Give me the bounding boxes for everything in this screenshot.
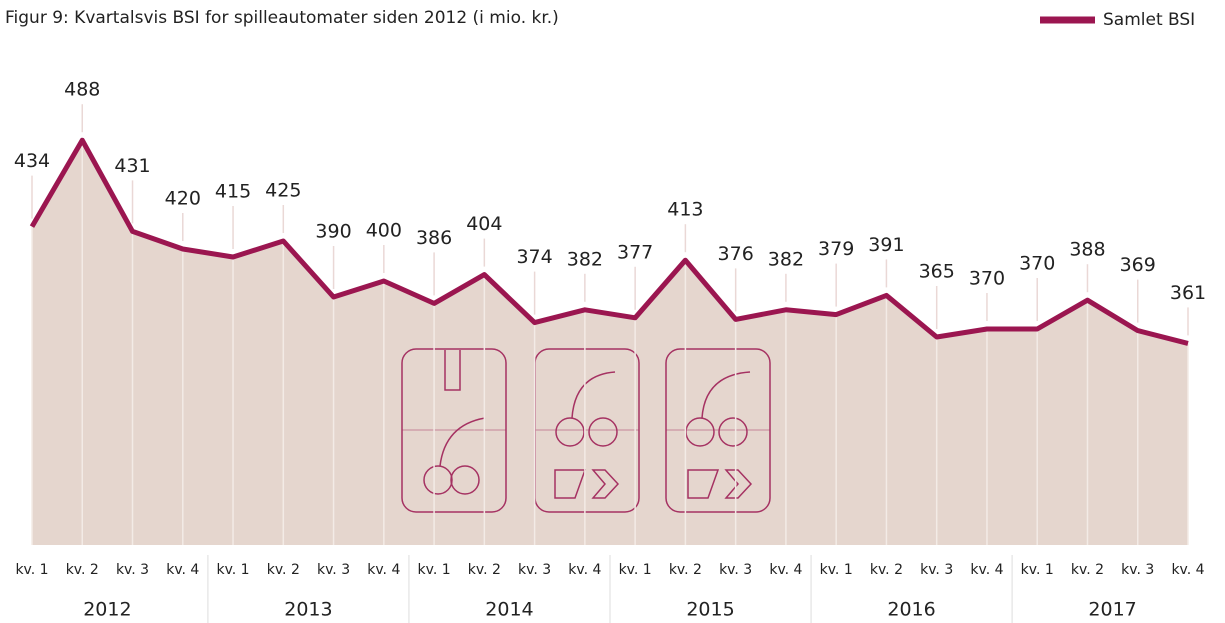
x-tick-label: kv. 1 <box>820 562 853 578</box>
x-tick-label: kv. 4 <box>1171 562 1204 578</box>
area <box>32 140 1188 545</box>
data-label: 388 <box>1069 239 1105 261</box>
data-label: 369 <box>1120 254 1156 276</box>
data-label: 425 <box>265 180 301 202</box>
data-label: 361 <box>1170 282 1206 304</box>
x-tick-label: kv. 1 <box>418 562 451 578</box>
x-tick-label: kv. 1 <box>1021 562 1054 578</box>
x-tick-label: kv. 4 <box>568 562 601 578</box>
chart-title: Figur 9: Kvartalsvis BSI for spilleautom… <box>5 8 559 28</box>
x-tick-label: kv. 2 <box>1071 562 1104 578</box>
data-label: 431 <box>114 155 150 177</box>
x-tick-label: kv. 1 <box>216 562 249 578</box>
data-label: 370 <box>969 268 1005 290</box>
data-label: 382 <box>567 248 603 270</box>
data-label: 386 <box>416 227 452 249</box>
x-tick-label: kv. 4 <box>769 562 802 578</box>
data-label: 370 <box>1019 253 1055 275</box>
data-label: 415 <box>215 181 251 203</box>
x-tick-label: kv. 1 <box>619 562 652 578</box>
data-label: 488 <box>64 79 100 101</box>
group-label: 2015 <box>686 599 734 621</box>
data-label: 365 <box>919 261 955 283</box>
x-tick-label: kv. 2 <box>468 562 501 578</box>
group-label: 2012 <box>83 599 131 621</box>
data-label: 377 <box>617 241 653 263</box>
x-tick-label: kv. 4 <box>367 562 400 578</box>
group-label: 2016 <box>887 599 935 621</box>
data-label: 400 <box>366 220 402 242</box>
x-tick-label: kv. 4 <box>970 562 1003 578</box>
x-tick-label: kv. 1 <box>15 562 48 578</box>
legend-label: Samlet BSI <box>1103 10 1195 30</box>
group-label: 2017 <box>1088 599 1136 621</box>
x-tick-label: kv. 3 <box>116 562 149 578</box>
data-label: 382 <box>768 248 804 270</box>
data-label: 413 <box>667 199 703 221</box>
x-tick-label: kv. 3 <box>719 562 752 578</box>
data-label: 376 <box>718 243 754 265</box>
group-label: 2013 <box>284 599 332 621</box>
line <box>29 137 1189 346</box>
data-label: 420 <box>165 188 201 210</box>
data-label: 391 <box>868 234 904 256</box>
data-label: 379 <box>818 238 854 260</box>
x-tick-label: kv. 3 <box>1121 562 1154 578</box>
group-label: 2014 <box>485 599 533 621</box>
x-tick-label: kv. 3 <box>920 562 953 578</box>
x-tick-label: kv. 3 <box>518 562 551 578</box>
x-tick-label: kv. 2 <box>66 562 99 578</box>
data-label: 434 <box>14 150 50 172</box>
data-label: 404 <box>466 213 502 235</box>
data-label: 374 <box>516 246 552 268</box>
data-label: 390 <box>315 221 351 243</box>
x-tick-label: kv. 2 <box>267 562 300 578</box>
x-tick-label: kv. 3 <box>317 562 350 578</box>
x-tick-label: kv. 2 <box>870 562 903 578</box>
x-tick-label: kv. 2 <box>669 562 702 578</box>
x-tick-label: kv. 4 <box>166 562 199 578</box>
